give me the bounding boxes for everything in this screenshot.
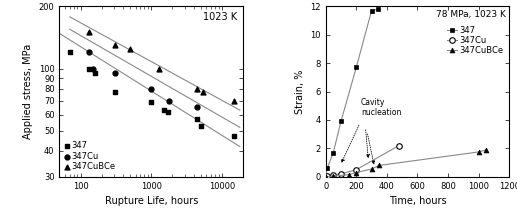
Line: 347: 347 — [323, 7, 380, 179]
X-axis label: Time, hours: Time, hours — [389, 196, 446, 206]
347CuBCe — [155, 67, 163, 70]
347CuBCe — [126, 47, 134, 50]
347CuBCe — [345, 173, 352, 176]
347 — [369, 9, 375, 12]
347Cu — [85, 50, 93, 54]
347 — [111, 91, 119, 94]
347 — [196, 124, 205, 127]
347Cu — [323, 176, 329, 178]
347 — [85, 67, 93, 70]
347CuBCe — [193, 87, 202, 90]
347CuBCe — [85, 30, 93, 34]
347Cu — [111, 72, 119, 75]
347Cu — [165, 99, 173, 102]
347 — [160, 108, 168, 112]
Legend: 347, 347Cu, 347CuBCe: 347, 347Cu, 347CuBCe — [64, 140, 117, 173]
347 — [91, 72, 99, 75]
347CuBCe — [483, 148, 490, 151]
347 — [330, 151, 337, 154]
Text: 78 MPa, 1023 K: 78 MPa, 1023 K — [436, 10, 506, 19]
347Cu — [330, 173, 337, 176]
347 — [375, 8, 381, 10]
347Cu — [147, 87, 156, 90]
Y-axis label: Strain, %: Strain, % — [295, 69, 305, 114]
347 — [230, 135, 238, 138]
347 — [163, 110, 172, 113]
347 — [324, 167, 330, 170]
347CuBCe — [330, 175, 337, 177]
347Cu — [396, 144, 402, 147]
Text: 1023 K: 1023 K — [203, 12, 237, 22]
347 — [353, 66, 359, 69]
347CuBCe — [376, 164, 382, 167]
347Cu — [338, 173, 344, 175]
347CuBCe — [111, 43, 119, 47]
Line: 347Cu: 347Cu — [323, 143, 402, 180]
347Cu — [193, 106, 202, 109]
347 — [66, 50, 74, 54]
347CuBCe — [323, 176, 329, 178]
Legend: 347, 347Cu, 347CuBCe: 347, 347Cu, 347CuBCe — [445, 24, 505, 57]
347Cu — [324, 175, 330, 177]
X-axis label: Rupture Life, hours: Rupture Life, hours — [104, 196, 198, 206]
347CuBCe — [230, 99, 238, 102]
Y-axis label: Applied stress, MPa: Applied stress, MPa — [23, 44, 33, 139]
347Cu — [353, 168, 359, 171]
347 — [193, 117, 202, 121]
347Cu — [89, 67, 97, 70]
347 — [147, 100, 156, 104]
347 — [323, 176, 329, 178]
347 — [338, 120, 344, 123]
Line: 347CuBCe: 347CuBCe — [323, 147, 489, 179]
347CuBCe — [476, 151, 482, 153]
Text: Cavity
nucleation: Cavity nucleation — [361, 98, 401, 117]
347CuBCe — [353, 171, 359, 174]
347CuBCe — [369, 168, 375, 170]
347CuBCe — [200, 91, 208, 94]
